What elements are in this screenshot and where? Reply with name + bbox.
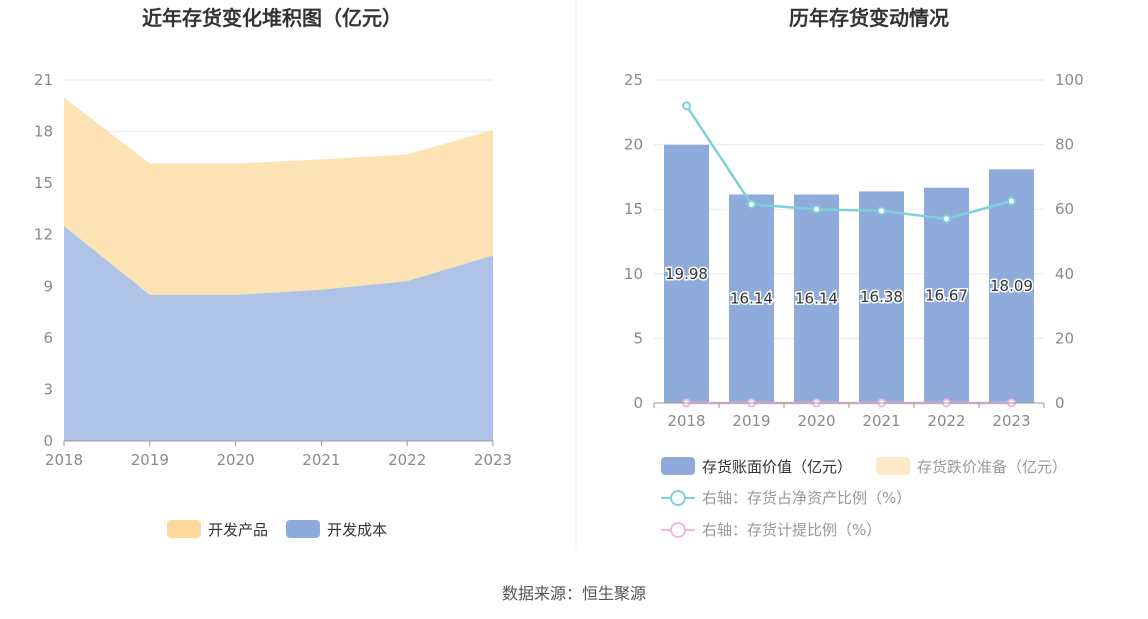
right-chart-title: 历年存货变动情况 (789, 6, 949, 30)
y-tick-label: 5 (633, 329, 643, 347)
y-tick-label: 18 (34, 123, 53, 141)
right-chart: 历年存货变动情况 0 5 10 15 20 25 0 20 40 60 80 100 19.98 16… (624, 6, 1084, 539)
y-tick-label: 9 (43, 277, 53, 295)
y2-tick-label: 60 (1055, 200, 1074, 218)
legend-item-provision-ratio[interactable]: 右轴：存货计提比例（%） (661, 521, 881, 539)
bar-book-value (924, 187, 969, 403)
legend-item-cost[interactable]: 开发成本 (286, 520, 387, 539)
y2-tick-label: 80 (1055, 136, 1074, 154)
y2-tick-label: 0 (1055, 394, 1065, 412)
x-tick-label: 2020 (797, 412, 835, 430)
legend-item-book-value[interactable]: 存货账面价值（亿元） (661, 457, 852, 476)
legend-marker-provision-ratio (670, 522, 686, 538)
left-y-axis-ticks: 0 3 6 9 12 15 18 21 (34, 71, 53, 450)
y-tick-label: 0 (633, 394, 643, 412)
bar-book-value (989, 169, 1034, 403)
line-net-asset-ratio-point (877, 206, 886, 216)
y-tick-label: 25 (624, 71, 643, 89)
y-tick-label: 0 (43, 432, 53, 450)
x-tick-label: 2018 (667, 412, 705, 430)
bar-book-value (794, 194, 839, 403)
legend-item-impairment[interactable]: 存货跌价准备（亿元） (876, 457, 1067, 476)
x-tick-label: 2022 (388, 451, 426, 469)
left-chart-title: 近年存货变化堆积图（亿元） (142, 6, 402, 30)
right-bar-series: 19.98 16.14 16.14 16.38 16.67 18.09 (664, 144, 1034, 403)
area-cost (64, 226, 493, 441)
x-tick-label: 2019 (131, 451, 169, 469)
line-net-asset-ratio (685, 105, 1012, 221)
x-tick-label: 2023 (992, 412, 1030, 430)
line-net-asset-ratio-point (747, 199, 756, 209)
legend-swatch-cost (286, 520, 320, 538)
bar-data-label: 16.14 (795, 290, 838, 308)
legend-item-net-asset-ratio[interactable]: 右轴：存货占净资产比例（%） (661, 489, 911, 507)
bar-data-label: 16.67 (925, 286, 968, 304)
area-product (64, 97, 493, 295)
left-x-axis: 2018 2019 2020 2021 2022 2023 (45, 440, 512, 469)
y-tick-label: 12 (34, 226, 53, 244)
x-tick-label: 2019 (732, 412, 770, 430)
x-tick-label: 2018 (45, 451, 83, 469)
y-tick-label: 15 (34, 174, 53, 192)
legend-marker-net-asset-ratio (670, 490, 686, 506)
legend-label-impairment: 存货跌价准备（亿元） (917, 458, 1067, 476)
legend-label-net-asset-ratio: 右轴：存货占净资产比例（%） (702, 489, 911, 507)
bar-data-label: 18.09 (990, 277, 1033, 295)
left-legend: 开发产品 开发成本 (167, 520, 387, 539)
y2-tick-label: 100 (1055, 71, 1084, 89)
y-tick-label: 3 (43, 380, 53, 398)
bar-data-label: 16.14 (730, 290, 773, 308)
right-legend: 存货账面价值（亿元） 存货跌价准备（亿元） 右轴：存货占净资产比例（%） 右轴：… (661, 457, 1067, 539)
y2-tick-label: 20 (1055, 329, 1074, 347)
x-tick-label: 2020 (217, 451, 255, 469)
line-net-asset-ratio-point (682, 101, 691, 111)
legend-label-book-value: 存货账面价值（亿元） (702, 458, 852, 476)
legend-swatch-book-value (661, 457, 695, 475)
y-tick-label: 6 (43, 329, 53, 347)
bar-book-value (729, 194, 774, 403)
x-tick-label: 2022 (927, 412, 965, 430)
y-tick-label: 21 (34, 71, 53, 89)
y-tick-label: 20 (624, 136, 643, 154)
left-area-series (64, 97, 493, 441)
bar-data-label: 19.98 (665, 265, 708, 283)
y-tick-label: 10 (624, 265, 643, 283)
x-tick-label: 2021 (302, 451, 340, 469)
right-x-axis: 2018 2019 2020 2021 2022 2023 (653, 402, 1045, 430)
x-tick-label: 2023 (474, 451, 512, 469)
legend-swatch-product (167, 520, 201, 538)
legend-item-product[interactable]: 开发产品 (167, 520, 268, 539)
bar-book-value (859, 191, 904, 403)
legend-label-product: 开发产品 (208, 521, 268, 539)
y-tick-label: 15 (624, 200, 643, 218)
x-tick-label: 2021 (862, 412, 900, 430)
line-net-asset-ratio-point (942, 214, 951, 224)
y2-tick-label: 40 (1055, 265, 1074, 283)
bar-data-label: 16.38 (860, 288, 903, 306)
bar-book-value (664, 144, 709, 403)
legend-label-provision-ratio: 右轴：存货计提比例（%） (702, 521, 881, 539)
right-y2-axis-ticks: 0 20 40 60 80 100 (1055, 71, 1084, 412)
legend-swatch-impairment (876, 457, 910, 475)
line-net-asset-ratio-point (812, 204, 821, 214)
line-net-asset-ratio-point (1007, 196, 1016, 206)
right-y-axis-ticks: 0 5 10 15 20 25 (624, 71, 643, 412)
data-source: 数据来源：恒生聚源 (501, 584, 646, 603)
legend-label-cost: 开发成本 (327, 521, 387, 539)
